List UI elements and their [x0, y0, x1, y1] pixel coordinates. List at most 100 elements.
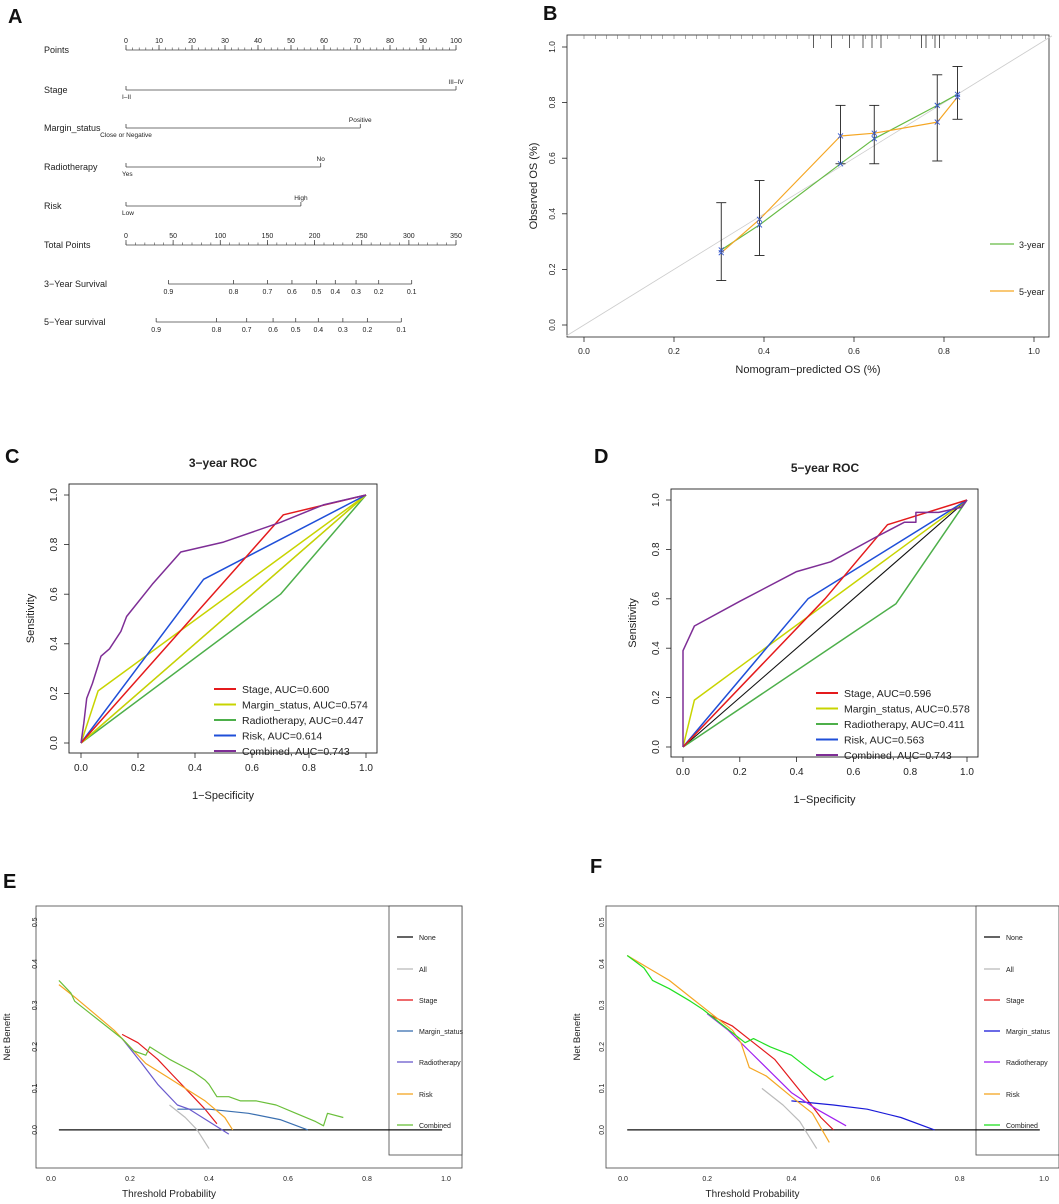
- nomogram-tick-label: 0.6: [287, 289, 297, 296]
- y-tick-label: 0.2: [599, 1042, 606, 1052]
- y-tick-label: 1.0: [547, 41, 557, 53]
- chart-title: 5−year ROC: [791, 461, 860, 475]
- dca-curve-combined: [626, 955, 834, 1081]
- y-tick-label: 0.4: [49, 636, 60, 650]
- y-axis-label: Net Benefit: [572, 1013, 583, 1060]
- calibration-point: [954, 94, 961, 100]
- x-tick-label: 0.4: [787, 1176, 797, 1183]
- nomogram-tick-label: 0.8: [229, 289, 239, 296]
- panel-letter-d: D: [594, 446, 608, 468]
- legend-label: Radiotherapy: [419, 1060, 461, 1067]
- legend-label: Margin_status, AUC=0.578: [844, 704, 970, 716]
- nomogram-tick-label: 300: [403, 233, 415, 240]
- nomogram-tick-label: 0.5: [312, 289, 322, 296]
- nomogram-tick-label: 0.3: [351, 289, 361, 296]
- x-tick-label: 0.4: [790, 767, 804, 778]
- calibration-point: [934, 102, 941, 109]
- y-tick-label: 0.6: [547, 152, 557, 164]
- y-tick-label: 0.4: [599, 959, 606, 969]
- legend-label: Stage: [1006, 998, 1024, 1005]
- nomogram-tick-label: 70: [353, 38, 361, 45]
- panel-letter-b: B: [543, 3, 557, 25]
- roc-curve-risk: [682, 499, 968, 748]
- nomogram-row-label: Risk: [44, 201, 62, 211]
- legend-label: Risk, AUC=0.563: [844, 735, 924, 747]
- x-tick-label: 0.2: [125, 1176, 135, 1183]
- legend-label: All: [1006, 967, 1014, 974]
- y-tick-label: 1.0: [49, 488, 60, 502]
- nomogram-tick-label: 0: [124, 233, 128, 240]
- y-tick-label: 0.8: [651, 542, 662, 556]
- plot-frame: [68, 483, 378, 754]
- y-tick-label: 0.4: [32, 959, 39, 969]
- roc-curve-margin: [682, 499, 968, 748]
- legend-label: 5-year: [1019, 287, 1045, 297]
- x-axis-label: 1−Specificity: [192, 790, 255, 802]
- nomogram-row-label: Radiotherapy: [44, 162, 98, 172]
- nomogram-tick-label: 10: [155, 38, 163, 45]
- y-tick-label: 0.0: [32, 1125, 39, 1135]
- y-tick-label: 0.8: [49, 537, 60, 551]
- legend-label: 3-year: [1019, 240, 1045, 250]
- nomogram-tick-label: 80: [386, 38, 394, 45]
- calibration-point: [871, 130, 878, 136]
- dca-curve-margin-status: [791, 1100, 935, 1131]
- y-tick-label: 0.8: [547, 96, 557, 108]
- legend-label: Margin_status: [1006, 1029, 1050, 1036]
- nomogram-level-label: High: [294, 195, 308, 202]
- x-axis-label: Nomogram−predicted OS (%): [735, 364, 880, 376]
- legend-label: Combined: [419, 1123, 451, 1130]
- calibration-point: [837, 133, 844, 139]
- nomogram-level-label: Positive: [349, 117, 372, 124]
- nomogram-level-label: Yes: [122, 171, 133, 178]
- legend-label: Radiotherapy: [1006, 1060, 1048, 1067]
- plot-frame: [670, 488, 979, 758]
- nomogram-tick-label: 0: [124, 38, 128, 45]
- calibration-line-5yr: [720, 96, 958, 254]
- plot-frame: [605, 905, 1059, 1169]
- legend-label: Combined, AUC=0.743: [242, 746, 350, 758]
- nomogram-tick-label: 0.1: [407, 289, 417, 296]
- x-tick-label: 0.4: [188, 763, 202, 774]
- dca-curve-radiotherapy: [121, 1038, 230, 1135]
- nomogram-tick-label: 20: [188, 38, 196, 45]
- x-axis-label: Threshold Probability: [706, 1189, 800, 1200]
- legend-label: All: [419, 967, 427, 974]
- legend-label: Margin_status, AUC=0.574: [242, 700, 368, 712]
- x-tick-label: 0.0: [74, 763, 88, 774]
- roc-curve-combined: [80, 494, 367, 744]
- y-axis-label: Sensitivity: [25, 593, 37, 643]
- x-tick-label: 0.4: [758, 346, 770, 356]
- legend-label: Margin_status: [419, 1029, 463, 1036]
- nomogram-tick-label: 0.4: [330, 289, 340, 296]
- y-tick-label: 0.1: [599, 1083, 606, 1093]
- x-tick-label: 0.6: [871, 1176, 881, 1183]
- y-tick-label: 0.2: [49, 686, 60, 700]
- x-tick-label: 0.0: [46, 1176, 56, 1183]
- y-tick-label: 1.0: [651, 493, 662, 507]
- nomogram-tick-label: 40: [254, 38, 262, 45]
- x-tick-label: 0.4: [204, 1176, 214, 1183]
- nomogram-level-label: Close or Negative: [100, 132, 152, 139]
- x-tick-label: 1.0: [960, 767, 974, 778]
- nomogram-tick-label: 150: [262, 233, 274, 240]
- y-tick-label: 0.3: [599, 1000, 606, 1010]
- calibration-point: [756, 216, 763, 223]
- x-axis-label: 1−Specificity: [793, 794, 856, 806]
- nomogram-row-label: Stage: [44, 85, 68, 95]
- roc-curve-combined: [682, 499, 968, 747]
- panel-letter-e: E: [3, 871, 16, 893]
- y-tick-label: 0.4: [651, 641, 662, 655]
- x-tick-label: 0.0: [618, 1176, 628, 1183]
- y-tick-label: 0.2: [547, 263, 557, 275]
- x-tick-label: 0.8: [362, 1176, 372, 1183]
- nomogram-tick-label: 0.6: [268, 327, 278, 334]
- nomogram-tick-label: 0.2: [374, 289, 384, 296]
- dca-curve-all: [761, 1087, 818, 1149]
- nomogram-tick-label: 0.2: [363, 327, 373, 334]
- nomogram-tick-label: 100: [214, 233, 226, 240]
- legend-label: Stage, AUC=0.596: [844, 688, 931, 700]
- calibration-point: [837, 160, 844, 167]
- roc-curve-margin: [80, 494, 367, 744]
